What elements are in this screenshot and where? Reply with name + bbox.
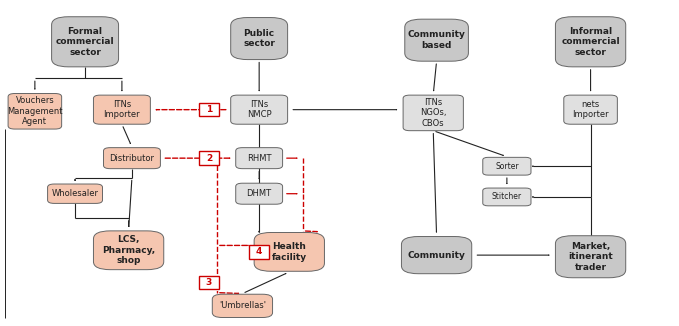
Text: RHMT: RHMT (247, 154, 272, 163)
FancyBboxPatch shape (94, 231, 164, 270)
Text: 1: 1 (206, 105, 212, 114)
FancyBboxPatch shape (199, 151, 219, 165)
FancyBboxPatch shape (249, 245, 269, 259)
Text: ITNs
Importer: ITNs Importer (104, 100, 141, 119)
Text: DHMT: DHMT (246, 189, 272, 198)
FancyBboxPatch shape (236, 183, 282, 204)
FancyBboxPatch shape (199, 276, 219, 289)
FancyBboxPatch shape (48, 184, 103, 203)
Text: Formal
commercial
sector: Formal commercial sector (56, 27, 114, 57)
FancyBboxPatch shape (103, 148, 160, 169)
Text: Community: Community (407, 251, 466, 259)
Text: nets
Importer: nets Importer (572, 100, 609, 119)
FancyBboxPatch shape (555, 236, 626, 278)
FancyBboxPatch shape (94, 95, 150, 124)
Text: Market,
itinerant
trader: Market, itinerant trader (568, 242, 613, 272)
Text: ITNs
NGOs,
CBOs: ITNs NGOs, CBOs (420, 98, 447, 128)
Text: Stitcher: Stitcher (492, 192, 522, 201)
FancyBboxPatch shape (483, 188, 531, 206)
FancyBboxPatch shape (231, 95, 288, 124)
Text: 2: 2 (206, 154, 212, 163)
FancyBboxPatch shape (213, 294, 272, 318)
Text: Public
sector: Public sector (243, 29, 275, 48)
FancyBboxPatch shape (52, 17, 119, 67)
FancyBboxPatch shape (555, 17, 626, 67)
Text: 3: 3 (206, 278, 212, 287)
FancyBboxPatch shape (254, 232, 325, 271)
Text: ITNs
NMCP: ITNs NMCP (247, 100, 272, 119)
Text: Informal
commercial
sector: Informal commercial sector (562, 27, 620, 57)
Text: Distributor: Distributor (109, 154, 154, 163)
FancyBboxPatch shape (564, 95, 617, 124)
FancyBboxPatch shape (483, 157, 531, 175)
FancyBboxPatch shape (401, 237, 472, 274)
Text: LCS,
Pharmacy,
shop: LCS, Pharmacy, shop (102, 235, 155, 265)
FancyBboxPatch shape (199, 103, 219, 116)
Text: Wholesaler: Wholesaler (52, 189, 98, 198)
FancyBboxPatch shape (405, 19, 469, 61)
FancyBboxPatch shape (8, 94, 62, 129)
FancyBboxPatch shape (403, 95, 463, 131)
Text: Vouchers
Management
Agent: Vouchers Management Agent (7, 96, 62, 126)
Text: Community
based: Community based (407, 30, 466, 50)
Text: Health
facility: Health facility (272, 242, 307, 261)
Text: Sorter: Sorter (495, 162, 519, 171)
Text: 'Umbrellas': 'Umbrellas' (219, 301, 266, 310)
FancyBboxPatch shape (231, 18, 288, 60)
Text: 4: 4 (256, 247, 262, 256)
FancyBboxPatch shape (236, 148, 282, 169)
